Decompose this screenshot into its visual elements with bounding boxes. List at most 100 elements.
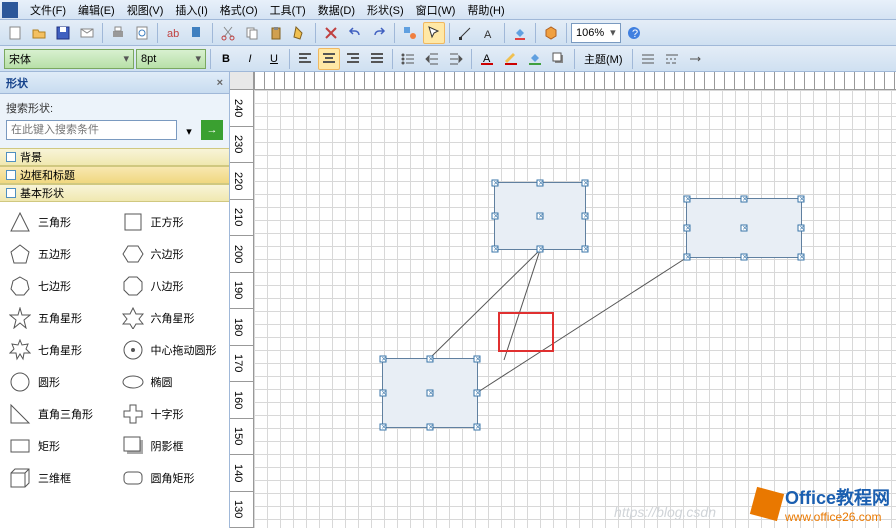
svg-text:ab: ab — [167, 28, 179, 40]
copy-icon[interactable] — [241, 22, 263, 44]
shape-heptagon[interactable]: 七边形 — [2, 270, 115, 302]
underline-icon[interactable]: U — [263, 48, 285, 70]
shape-cross[interactable]: 十字形 — [115, 398, 228, 430]
align-right-icon[interactable] — [342, 48, 364, 70]
menu-format[interactable]: 格式(O) — [214, 2, 264, 18]
shape-triangle[interactable]: 三角形 — [2, 206, 115, 238]
redo-icon[interactable] — [368, 22, 390, 44]
octagon-icon — [121, 274, 145, 298]
align-left-icon[interactable] — [294, 48, 316, 70]
undo-icon[interactable] — [344, 22, 366, 44]
mail-icon[interactable] — [76, 22, 98, 44]
shape-rtriangle[interactable]: 直角三角形 — [2, 398, 115, 430]
spell-icon[interactable]: ab — [162, 22, 184, 44]
shape-shadowbox[interactable]: 阴影框 — [115, 430, 228, 462]
fillcolor-icon[interactable] — [524, 48, 546, 70]
shape-square[interactable]: 正方形 — [115, 206, 228, 238]
delete-icon[interactable] — [320, 22, 342, 44]
watermark-logo-icon — [750, 487, 784, 521]
box3d-icon — [8, 466, 32, 490]
shape-rrect[interactable]: 圆角矩形 — [115, 462, 228, 494]
research-icon[interactable] — [186, 22, 208, 44]
shape-box-2[interactable] — [382, 358, 478, 428]
circle-icon — [8, 370, 32, 394]
linecolor-icon[interactable] — [500, 48, 522, 70]
drawing-canvas[interactable] — [254, 90, 896, 528]
bullets-icon[interactable] — [397, 48, 419, 70]
shape-circle[interactable]: 圆形 — [2, 366, 115, 398]
pentagon-icon — [8, 242, 32, 266]
shape-ellipse[interactable]: 椭圆 — [115, 366, 228, 398]
panel-close-icon[interactable]: × — [217, 77, 223, 89]
shapes-list: 三角形正方形五边形六边形七边形八边形五角星形六角星形七角星形中心拖动圆形圆形椭圆… — [0, 202, 229, 528]
rrect-icon — [121, 466, 145, 490]
star6-icon — [121, 306, 145, 330]
shape-star5[interactable]: 五角星形 — [2, 302, 115, 334]
menu-data[interactable]: 数据(D) — [312, 2, 361, 18]
arrows-icon[interactable] — [685, 48, 707, 70]
shadow-icon[interactable] — [548, 48, 570, 70]
menu-edit[interactable]: 编辑(E) — [72, 2, 121, 18]
fontcolor-icon[interactable]: A — [476, 48, 498, 70]
menu-tools[interactable]: 工具(T) — [264, 2, 312, 18]
shape-box-0[interactable] — [494, 182, 586, 250]
shape-pentagon[interactable]: 五边形 — [2, 238, 115, 270]
shape-rect[interactable]: 矩形 — [2, 430, 115, 462]
print-icon[interactable] — [107, 22, 129, 44]
align-center-icon[interactable] — [318, 48, 340, 70]
shapes-icon[interactable] — [399, 22, 421, 44]
linestyle-icon[interactable] — [661, 48, 683, 70]
hexagon-icon — [121, 242, 145, 266]
ellipse-icon — [121, 370, 145, 394]
menu-help[interactable]: 帮助(H) — [461, 2, 510, 18]
menu-file[interactable]: 文件(F) — [24, 2, 72, 18]
save-icon[interactable] — [52, 22, 74, 44]
pointer-icon[interactable] — [423, 22, 445, 44]
shape-box-1[interactable] — [686, 198, 802, 258]
rtriangle-icon — [8, 402, 32, 426]
lineweight-icon[interactable] — [637, 48, 659, 70]
zoom-combo[interactable]: 106%▾ — [571, 23, 621, 43]
menu-shape[interactable]: 形状(S) — [361, 2, 410, 18]
3d-icon[interactable] — [540, 22, 562, 44]
shape-star7[interactable]: 七角星形 — [2, 334, 115, 366]
menu-insert[interactable]: 插入(I) — [169, 2, 213, 18]
category-borders[interactable]: 边框和标题 — [0, 166, 229, 184]
cut-icon[interactable] — [217, 22, 239, 44]
search-input[interactable] — [6, 120, 177, 140]
indent-icon[interactable] — [445, 48, 467, 70]
connector-icon[interactable] — [454, 22, 476, 44]
italic-icon[interactable]: I — [239, 48, 261, 70]
fill-icon[interactable] — [509, 22, 531, 44]
text-icon[interactable]: A — [478, 22, 500, 44]
search-dropdown-icon[interactable]: ▾ — [181, 120, 197, 142]
paintfmt-icon[interactable] — [289, 22, 311, 44]
align-justify-icon[interactable] — [366, 48, 388, 70]
csdn-watermark: https://blog.csdn — [614, 504, 716, 520]
search-go-icon[interactable]: → — [201, 120, 223, 140]
new-icon[interactable] — [4, 22, 26, 44]
preview-icon[interactable] — [131, 22, 153, 44]
outdent-icon[interactable] — [421, 48, 443, 70]
ruler-horizontal — [254, 72, 896, 90]
shapes-panel: 形状 × 搜索形状: ▾ → 背景 边框和标题 基本形状 三角形正方形五边形六边… — [0, 72, 230, 528]
category-background[interactable]: 背景 — [0, 148, 229, 166]
theme-button[interactable]: 主题(M) — [579, 48, 628, 70]
triangle-icon — [8, 210, 32, 234]
bold-icon[interactable]: B — [215, 48, 237, 70]
fontsize-combo[interactable]: 8pt▾ — [136, 49, 206, 69]
star5-icon — [8, 306, 32, 330]
paste-icon[interactable] — [265, 22, 287, 44]
shape-box3d[interactable]: 三维框 — [2, 462, 115, 494]
shape-star6[interactable]: 六角星形 — [115, 302, 228, 334]
shape-hexagon[interactable]: 六边形 — [115, 238, 228, 270]
shape-octagon[interactable]: 八边形 — [115, 270, 228, 302]
ruler-corner — [230, 72, 254, 90]
menu-view[interactable]: 视图(V) — [121, 2, 170, 18]
help-icon[interactable]: ? — [623, 22, 645, 44]
font-combo[interactable]: 宋体▾ — [4, 49, 134, 69]
category-basic[interactable]: 基本形状 — [0, 184, 229, 202]
menu-window[interactable]: 窗口(W) — [410, 2, 462, 18]
open-icon[interactable] — [28, 22, 50, 44]
shape-cdcircle[interactable]: 中心拖动圆形 — [115, 334, 228, 366]
